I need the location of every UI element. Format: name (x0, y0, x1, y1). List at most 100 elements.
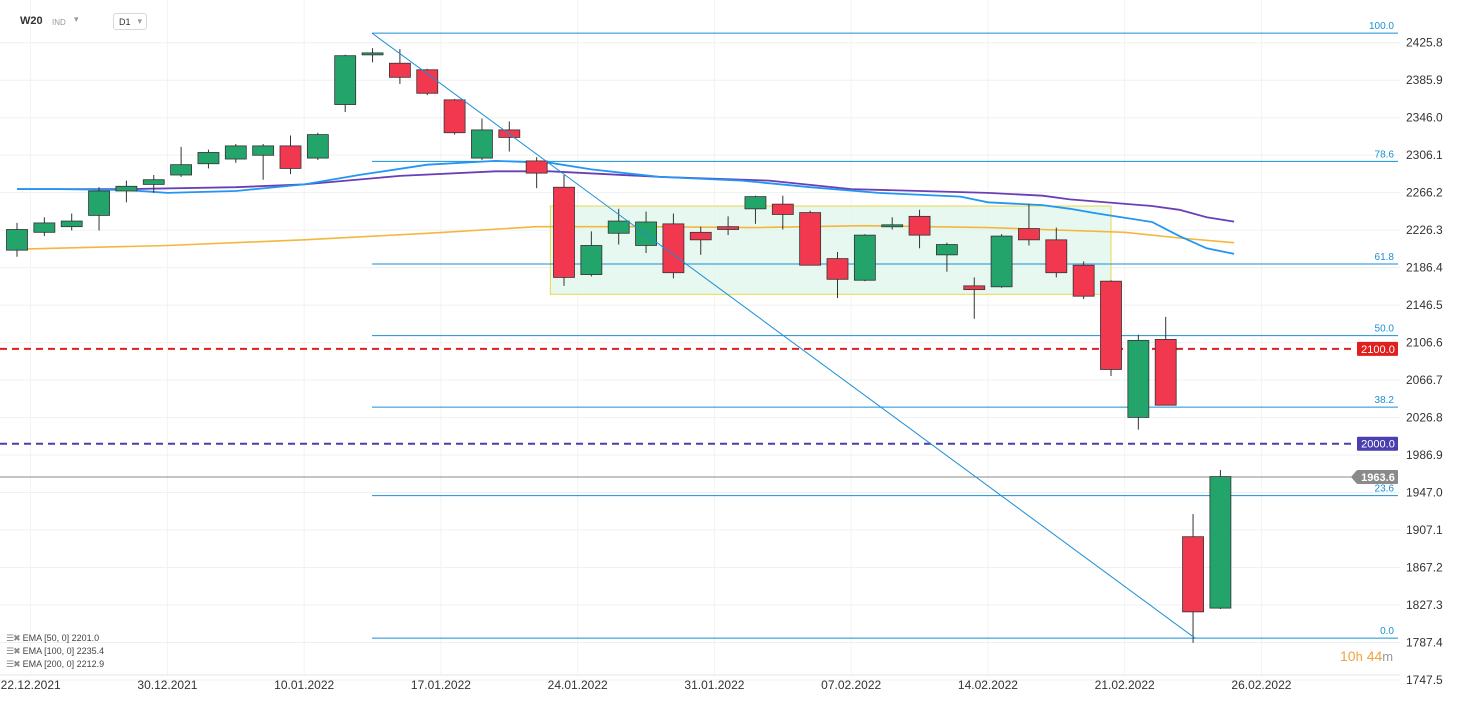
candle (279, 135, 302, 175)
y-tick-label: 1907.1 (1406, 523, 1443, 537)
timeframe-value: D1 (119, 17, 131, 27)
candle (908, 209, 931, 249)
candle-body (607, 220, 630, 234)
candle (224, 144, 247, 163)
legend-label: EMA [200, 0] 2212.9 (22, 659, 105, 669)
settings-icon[interactable]: ☰✖ (6, 646, 21, 656)
fib-trendline (371, 32, 1196, 639)
y-tick-label: 1787.4 (1406, 635, 1443, 649)
candle (771, 195, 794, 230)
countdown-hours-unit: h (1355, 649, 1363, 664)
ema-50-line (17, 159, 1235, 255)
candle (662, 213, 685, 279)
x-tick-label: 31.01.2022 (684, 678, 744, 692)
candle-body (88, 190, 110, 216)
y-tick-label: 1827.3 (1406, 598, 1443, 612)
candle (635, 211, 657, 253)
candle-body (908, 215, 931, 236)
y-tick-label: 2266.2 (1406, 186, 1443, 200)
candle (33, 217, 56, 237)
candle-body (799, 212, 822, 266)
ema-200-line (16, 224, 1235, 250)
candle-body (1072, 264, 1095, 297)
candles (6, 48, 1232, 643)
legend-item[interactable]: ☰✖ EMA [200, 0] 2212.9 (6, 658, 104, 671)
candle (1154, 316, 1177, 406)
fib-level-label: 50.0 (1375, 324, 1395, 335)
candle-body (279, 145, 302, 169)
candle (142, 175, 165, 193)
candle-body (881, 224, 904, 228)
timeframe-select[interactable]: D1 ▾ (113, 13, 147, 30)
candle-body (826, 258, 849, 280)
price-tag (1357, 469, 1398, 484)
countdown-minutes-unit: m (1382, 649, 1394, 664)
candle (689, 226, 712, 255)
candle (1100, 280, 1122, 377)
candle (881, 217, 904, 230)
candle-body (1018, 228, 1040, 241)
y-tick-label: 2026.8 (1406, 411, 1443, 425)
candle-body (1154, 339, 1177, 406)
settings-icon[interactable]: ☰✖ (6, 633, 21, 643)
candle (799, 210, 822, 266)
candle-body (115, 185, 138, 192)
x-tick-label: 30.12.2021 (137, 678, 197, 692)
candle-body (6, 229, 28, 251)
legend-item[interactable]: ☰✖ EMA [100, 0] 2235.4 (6, 645, 104, 658)
price-tag-label: 2100.0 (1361, 344, 1395, 356)
price-tag (1357, 436, 1398, 451)
chevron-down-icon[interactable]: ▾ (74, 14, 79, 24)
candle-body (936, 244, 958, 256)
candle (334, 54, 357, 113)
x-tick-label: 10.01.2022 (274, 678, 334, 692)
x-tick-label: 22.12.2021 (1, 678, 61, 692)
ema-100-line (17, 170, 1235, 223)
candle (443, 98, 466, 135)
countdown-hours: 10 (1340, 648, 1356, 664)
candle (471, 118, 493, 160)
ema-lines (16, 159, 1235, 255)
x-tick-label: 24.01.2022 (548, 678, 608, 692)
settings-icon[interactable]: ☰✖ (6, 659, 21, 669)
candle-body (334, 55, 357, 105)
x-tick-label: 21.02.2022 (1095, 678, 1155, 692)
y-tick-label: 2306.1 (1406, 148, 1443, 162)
candle (416, 68, 439, 96)
grid (0, 0, 1400, 681)
candle (936, 242, 958, 272)
candle-body (717, 226, 739, 230)
candle-body (580, 245, 603, 275)
candle (498, 121, 521, 152)
indicator-legend: ☰✖ EMA [50, 0] 2201.0 ☰✖ EMA [100, 0] 22… (6, 632, 104, 671)
candle-body (60, 220, 83, 228)
symbol-label[interactable]: W20 (20, 15, 43, 27)
candle (88, 187, 110, 231)
candle-body (1100, 280, 1122, 370)
legend-label: EMA [50, 0] 2201.0 (22, 633, 100, 643)
candle (252, 144, 275, 180)
price-tag (1357, 341, 1398, 356)
legend-item[interactable]: ☰✖ EMA [50, 0] 2201.0 (6, 632, 104, 645)
market-label: IND (52, 18, 66, 27)
x-axis: 22.12.2021 30.12.2021 10.01.2022 17.01.2022… (0, 674, 1400, 692)
zone-rectangle (549, 205, 1112, 295)
price-tag-label: 1963.6 (1361, 472, 1395, 484)
candle-body (635, 221, 657, 246)
candle (990, 234, 1013, 288)
y-tick-label: 2226.3 (1406, 223, 1443, 237)
x-tick-label: 07.02.2022 (821, 678, 881, 692)
trendline (371, 32, 1196, 639)
candle-body (990, 235, 1013, 288)
candle-countdown: 10h 44m (1340, 648, 1393, 664)
candle (525, 157, 548, 189)
fib-level-label: 61.8 (1375, 252, 1395, 263)
y-tick-label: 2146.5 (1406, 298, 1443, 312)
legend-label: EMA [100, 0] 2235.4 (22, 646, 105, 656)
y-tick-label: 1747.5 (1406, 673, 1443, 687)
countdown-minutes: 44 (1366, 648, 1383, 664)
candle-body (170, 164, 193, 176)
candle (306, 132, 329, 160)
candle-body (142, 179, 165, 185)
